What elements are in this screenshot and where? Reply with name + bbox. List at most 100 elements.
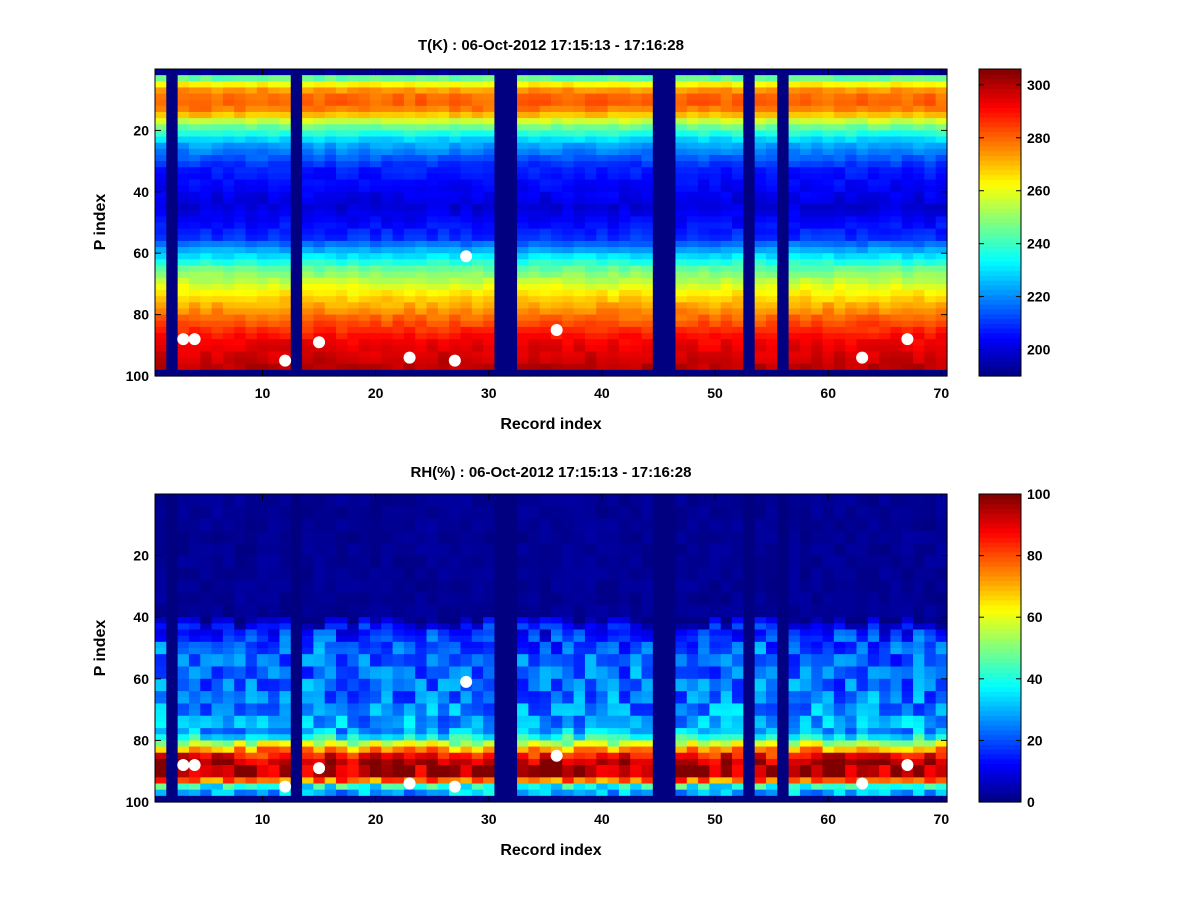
humidity-cell bbox=[200, 771, 213, 778]
temperature-cell bbox=[302, 75, 314, 82]
temperature-cell bbox=[913, 210, 925, 217]
humidity-cell bbox=[245, 789, 258, 797]
temperature-cell bbox=[788, 185, 801, 193]
humidity-cell bbox=[392, 524, 405, 532]
temperature-cell bbox=[415, 105, 428, 113]
temperature-cell bbox=[890, 204, 903, 211]
temperature-cell bbox=[879, 191, 892, 199]
temperature-cell bbox=[505, 247, 518, 254]
temperature-cell bbox=[584, 345, 597, 353]
temperature-cell bbox=[403, 363, 416, 371]
temperature-cell bbox=[336, 234, 348, 242]
temperature-cell bbox=[437, 363, 450, 371]
humidity-cell bbox=[426, 783, 439, 791]
humidity-cell bbox=[290, 758, 303, 766]
humidity-cell bbox=[369, 635, 382, 643]
humidity-cell bbox=[256, 691, 269, 698]
temperature-cell bbox=[494, 339, 507, 346]
temperature-cell bbox=[618, 136, 631, 144]
temperature-cell bbox=[245, 124, 258, 131]
temperature-cell bbox=[822, 265, 835, 273]
temperature-cell bbox=[200, 296, 213, 303]
temperature-cell bbox=[664, 228, 677, 236]
humidity-cell bbox=[324, 684, 337, 692]
humidity-cell bbox=[256, 703, 269, 711]
temperature-cell bbox=[867, 320, 880, 328]
temperature-cell bbox=[618, 259, 631, 267]
temperature-cell bbox=[709, 351, 722, 359]
temperature-column bbox=[166, 69, 179, 377]
temperature-cell bbox=[336, 345, 348, 353]
temperature-cell bbox=[607, 247, 620, 254]
temperature-cell bbox=[256, 222, 269, 230]
temperature-cell bbox=[562, 363, 575, 371]
humidity-cell bbox=[279, 691, 292, 698]
humidity-cell bbox=[290, 777, 303, 785]
humidity-cell bbox=[290, 555, 303, 563]
temperature-cell bbox=[788, 136, 801, 144]
humidity-cell bbox=[222, 672, 235, 680]
temperature-cell bbox=[426, 210, 439, 217]
temperature-cell bbox=[754, 69, 767, 76]
temperature-cell bbox=[460, 167, 473, 174]
temperature-cell bbox=[822, 253, 835, 260]
temperature-cell bbox=[641, 154, 654, 162]
temperature-cell bbox=[630, 99, 643, 107]
humidity-cell bbox=[336, 740, 348, 748]
temperature-cell bbox=[720, 240, 733, 248]
temperature-cell bbox=[313, 111, 326, 119]
humidity-cell bbox=[245, 506, 258, 514]
temperature-cell bbox=[268, 302, 281, 310]
temperature-cell bbox=[415, 339, 428, 346]
temperature-cell bbox=[279, 173, 292, 181]
humidity-column bbox=[336, 494, 348, 803]
temperature-column bbox=[709, 69, 722, 377]
humidity-cell bbox=[415, 765, 428, 772]
humidity-cell bbox=[268, 592, 281, 600]
humidity-cell bbox=[188, 777, 201, 785]
temperature-cell bbox=[913, 339, 925, 346]
humidity-cell bbox=[381, 758, 394, 766]
temperature-cell bbox=[505, 148, 518, 156]
humidity-cell bbox=[166, 549, 179, 557]
temperature-cell bbox=[166, 326, 179, 334]
temperature-cell bbox=[618, 247, 631, 254]
temperature-cell bbox=[358, 283, 371, 291]
temperature-cell bbox=[754, 296, 767, 303]
temperature-cell bbox=[449, 302, 462, 310]
temperature-cell bbox=[234, 320, 247, 328]
temperature-cell bbox=[188, 222, 201, 230]
temperature-cell bbox=[268, 351, 281, 359]
temperature-cell bbox=[709, 161, 722, 168]
humidity-cell bbox=[347, 654, 360, 661]
temperature-cell bbox=[347, 357, 360, 365]
temperature-cell bbox=[449, 154, 462, 162]
temperature-cell bbox=[811, 283, 824, 291]
temperature-cell bbox=[913, 351, 925, 359]
temperature-cell bbox=[765, 339, 778, 346]
temperature-cell bbox=[369, 247, 382, 254]
temperature-cell bbox=[177, 314, 190, 322]
temperature-cell bbox=[381, 333, 394, 340]
temperature-cell bbox=[890, 333, 903, 340]
temperature-cell bbox=[245, 99, 258, 107]
temperature-cell bbox=[234, 93, 247, 101]
temperature-cell bbox=[211, 105, 224, 113]
temperature-cell bbox=[290, 265, 303, 273]
humidity-cell bbox=[200, 703, 213, 711]
temperature-cell bbox=[788, 118, 801, 125]
temperature-cell bbox=[833, 173, 846, 181]
temperature-cell bbox=[256, 339, 269, 346]
temperature-cell bbox=[437, 154, 450, 162]
temperature-cell bbox=[584, 265, 597, 273]
humidity-cell bbox=[358, 641, 371, 649]
temperature-cell bbox=[799, 277, 812, 285]
temperature-cell bbox=[471, 154, 484, 162]
temperature-cell bbox=[765, 130, 778, 138]
temperature-cell bbox=[765, 308, 778, 316]
temperature-cell bbox=[234, 234, 247, 242]
temperature-cell bbox=[845, 161, 858, 168]
temperature-cell bbox=[539, 265, 552, 273]
temperature-colorbar-segment bbox=[979, 275, 1021, 281]
temperature-column bbox=[449, 69, 462, 377]
